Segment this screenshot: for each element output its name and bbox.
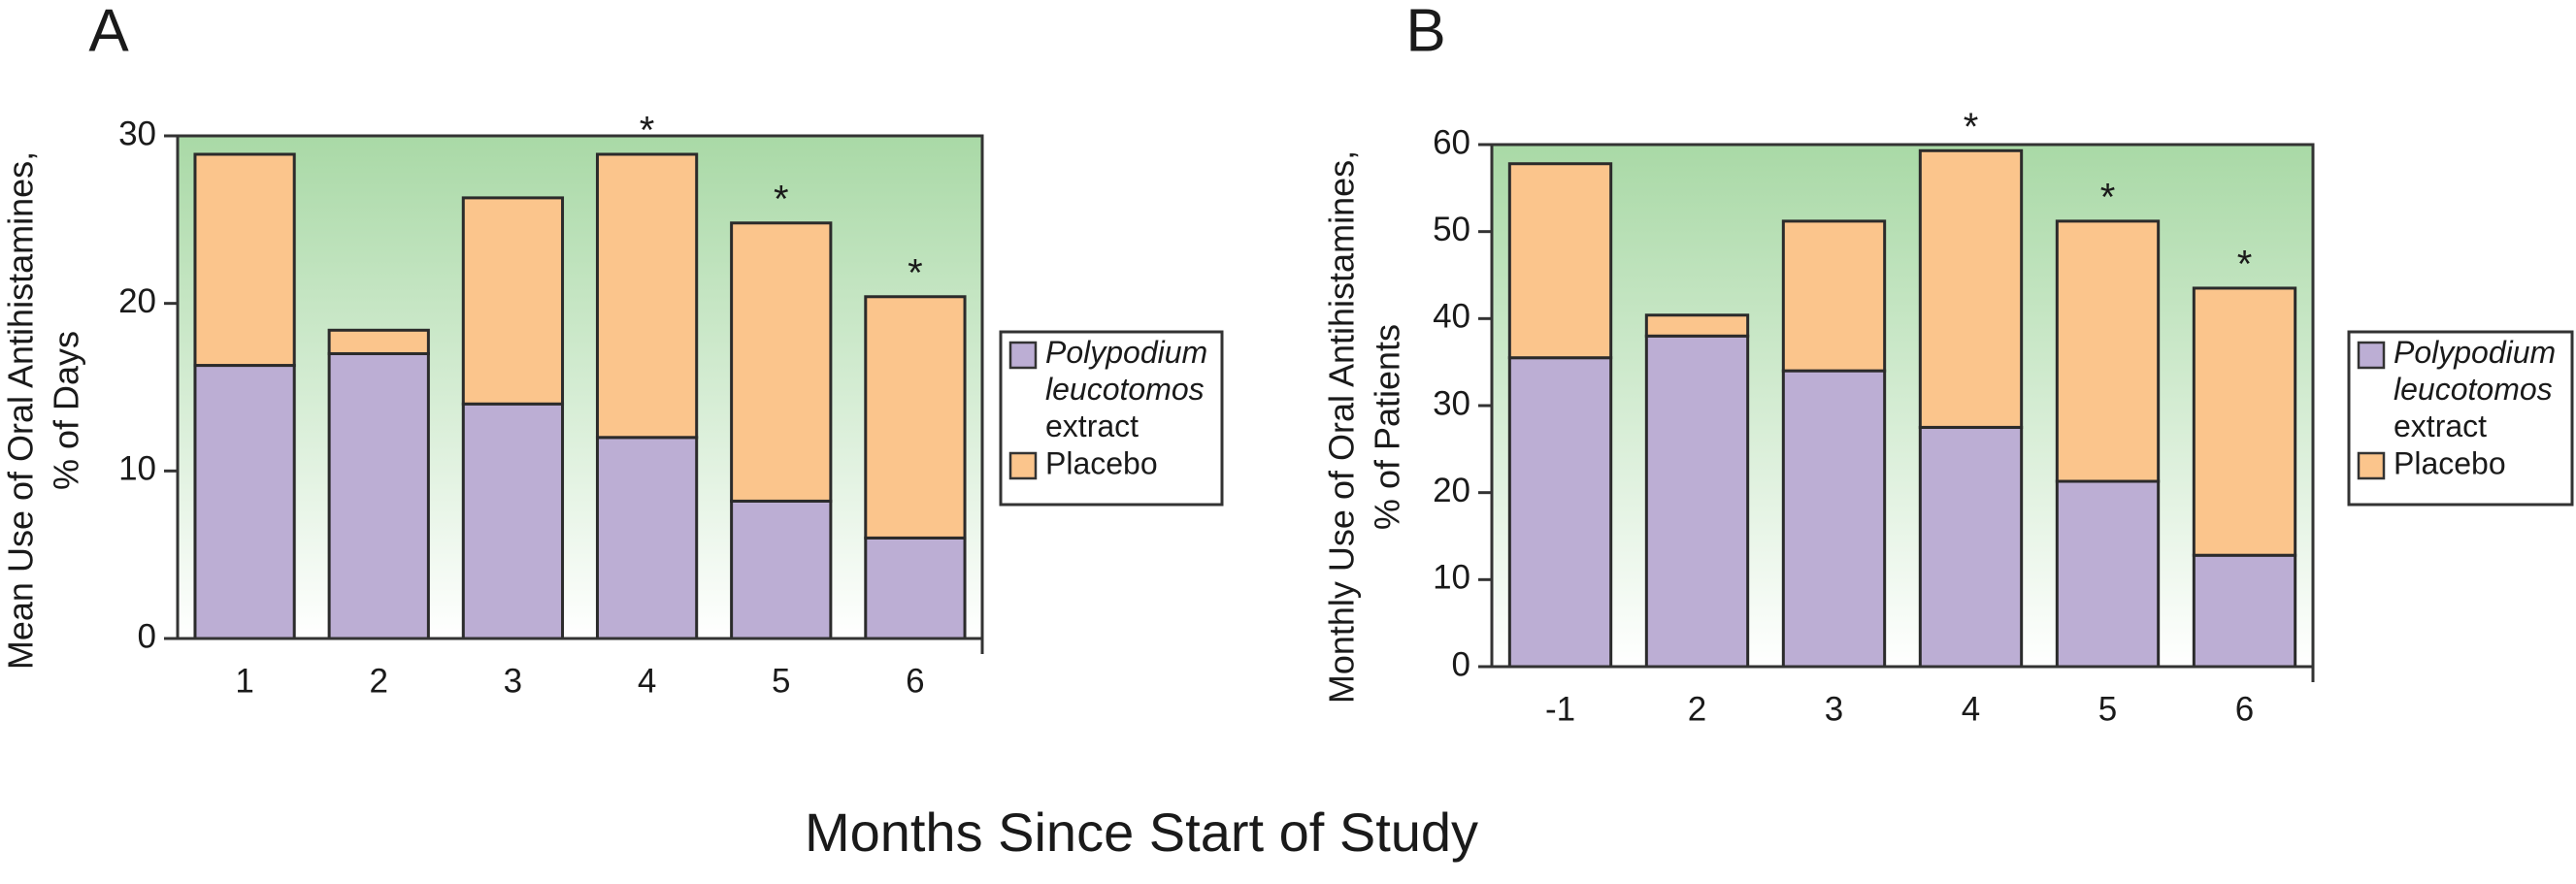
legend-label: Polypodium leucotomos extract	[2394, 335, 2556, 443]
panel-label: A	[88, 0, 129, 64]
x-tick-label: 6	[2235, 690, 2254, 728]
bar-segment	[1781, 369, 1887, 669]
bar-segment	[193, 364, 296, 640]
x-tick-label: 2	[370, 662, 388, 700]
bar-segment	[1507, 162, 1613, 360]
bar-segment	[2192, 286, 2297, 557]
bar-segment	[1644, 334, 1750, 669]
significance-mark: *	[2237, 244, 2253, 286]
legend-swatch	[1008, 341, 1038, 370]
bar-segment	[2192, 553, 2297, 669]
bar-segment	[595, 152, 699, 440]
legend-box	[999, 330, 1224, 507]
y-tick-label: 20	[1433, 472, 1470, 509]
y-tick-label: 50	[1433, 211, 1470, 248]
y-tick-label: 0	[138, 617, 156, 655]
significance-mark: *	[640, 110, 655, 152]
bar-segment	[1644, 313, 1750, 338]
legend-label-line: leucotomos	[2394, 372, 2553, 407]
x-tick-label: -1	[1545, 690, 1575, 728]
y-tick-label: 20	[118, 282, 156, 320]
x-tick-label: 2	[1688, 690, 1706, 728]
bar-segment	[1507, 356, 1613, 669]
bar-segment	[730, 499, 833, 640]
panel-label: B	[1405, 0, 1445, 64]
legend-label: Placebo	[2394, 445, 2506, 480]
legend-label-line: Polypodium	[1045, 335, 1207, 370]
y-tick-label: 60	[1433, 123, 1470, 161]
plot-frame	[176, 134, 984, 640]
bar-segment	[2055, 479, 2161, 669]
significance-mark: *	[774, 178, 789, 220]
bar-segment	[864, 295, 967, 540]
bar-segment	[1918, 148, 2024, 429]
legend-label: Placebo	[1045, 445, 1158, 480]
bar-segment	[730, 221, 833, 503]
x-tick-label: 5	[2098, 690, 2117, 728]
plot-frame	[1490, 143, 2315, 669]
plot-background	[178, 136, 982, 638]
x-tick-label: 3	[1825, 690, 1843, 728]
significance-mark: *	[2100, 176, 2116, 218]
legend-swatch	[2357, 451, 2386, 480]
legend-label: Polypodium leucotomos extract	[1045, 335, 1207, 443]
x-tick-label: 4	[1962, 690, 1980, 728]
y-axis-title: Mean Use of Oral Antihistamines,	[1, 151, 41, 670]
legend-label-line: extract	[1045, 409, 1139, 443]
x-axis-title: Months Since Start of Study	[805, 802, 1478, 863]
y-axis-title: % of Days	[47, 331, 86, 490]
legend-label-line: Polypodium	[2394, 335, 2556, 370]
bar-segment	[461, 196, 565, 406]
y-tick-label: 0	[1452, 645, 1470, 683]
y-tick-label: 30	[118, 115, 156, 152]
plot-background	[1492, 145, 2313, 667]
significance-mark: *	[908, 251, 923, 294]
legend-box	[2347, 330, 2574, 507]
legend-swatch	[2357, 341, 2386, 370]
x-tick-label: 5	[772, 662, 790, 700]
bar-segment	[1918, 425, 2024, 669]
bar-segment	[2055, 219, 2161, 483]
legend-label-line: leucotomos	[1045, 372, 1205, 407]
legend-label-line: extract	[2394, 409, 2487, 443]
y-tick-label: 30	[1433, 384, 1470, 422]
legend-swatch	[1008, 451, 1038, 480]
y-tick-label: 10	[1433, 559, 1470, 597]
bar-segment	[193, 152, 296, 368]
x-tick-label: 4	[638, 662, 656, 700]
x-tick-label: 6	[906, 662, 924, 700]
bar-segment	[864, 536, 967, 640]
bar-segment	[595, 436, 699, 640]
x-tick-label: 3	[504, 662, 522, 700]
y-tick-label: 40	[1433, 298, 1470, 336]
bar-segment	[461, 402, 565, 640]
x-tick-label: 1	[235, 662, 253, 700]
bar-segment	[1781, 219, 1887, 373]
bar-segment	[327, 351, 430, 640]
y-axis-title: % of Patients	[1368, 324, 1407, 530]
y-axis-title: Monthly Use of Oral Antihistamines,	[1322, 150, 1362, 704]
y-tick-label: 10	[118, 450, 156, 488]
bar-segment	[327, 328, 430, 355]
significance-mark: *	[1964, 106, 1979, 148]
